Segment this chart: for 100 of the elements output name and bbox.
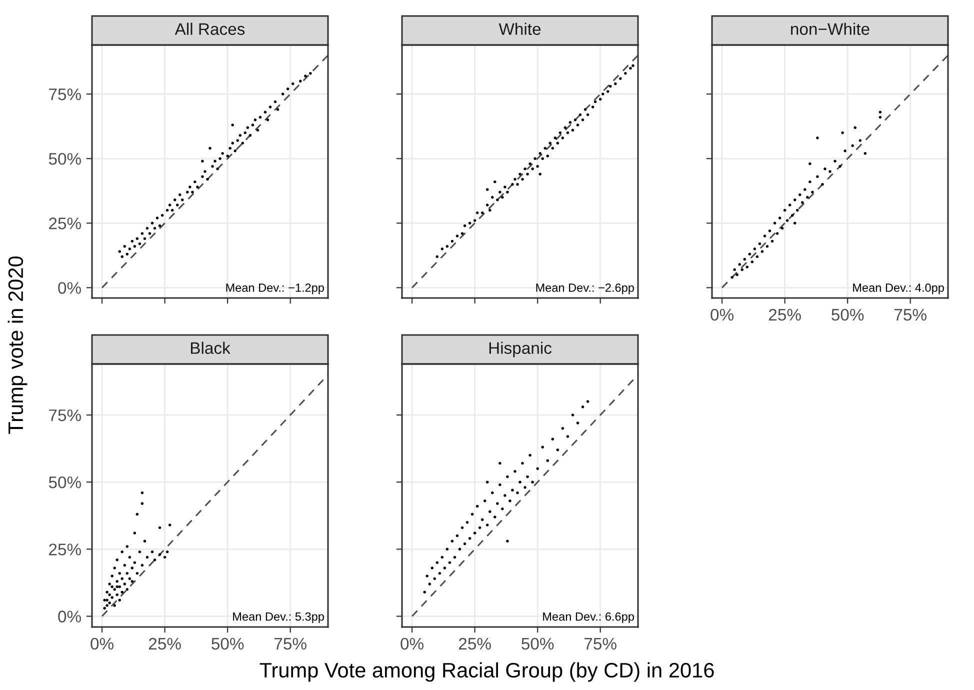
y-tick-label: 75% — [49, 88, 81, 100]
x-tick-label: 75% — [894, 308, 926, 321]
point — [566, 435, 570, 438]
point — [123, 564, 126, 567]
point — [116, 585, 118, 588]
x-tick-label: 0% — [710, 308, 734, 321]
point — [146, 556, 149, 559]
x-tick-label: 25% — [458, 638, 491, 650]
point — [140, 491, 144, 494]
point — [126, 545, 129, 548]
point — [423, 590, 426, 594]
point — [483, 499, 486, 502]
annotation: Mean Dev.: 5.3pp — [233, 612, 324, 624]
point — [436, 561, 439, 564]
point — [501, 508, 504, 510]
point — [113, 588, 116, 591]
point — [506, 475, 509, 478]
point — [116, 580, 118, 583]
point — [438, 572, 442, 575]
point — [440, 556, 444, 559]
point — [793, 198, 796, 202]
point — [118, 585, 122, 588]
x-tick-label: 0% — [90, 638, 114, 650]
point — [770, 240, 774, 243]
point — [776, 232, 779, 235]
point — [733, 268, 736, 271]
point — [486, 524, 489, 526]
point — [460, 526, 464, 530]
point — [536, 467, 539, 470]
point — [476, 504, 479, 508]
point — [816, 175, 819, 178]
point — [103, 598, 106, 602]
x-tick-label: 25% — [148, 638, 181, 650]
point — [128, 577, 132, 580]
point — [106, 598, 108, 602]
point — [110, 585, 114, 588]
point — [130, 566, 134, 570]
point — [806, 196, 809, 199]
point — [123, 582, 126, 586]
point — [110, 574, 114, 578]
point — [506, 540, 509, 543]
point — [854, 126, 856, 129]
chart-title: White — [498, 22, 541, 35]
point — [526, 475, 529, 478]
point — [800, 201, 804, 204]
point — [433, 577, 436, 580]
point — [571, 414, 574, 416]
point — [581, 406, 584, 408]
point — [106, 590, 108, 594]
point — [504, 494, 506, 497]
x-axis-title: Trump Vote among Racial Group (by CD) in 2016 — [260, 662, 714, 682]
point — [108, 582, 111, 586]
point — [793, 222, 796, 225]
point — [780, 226, 784, 230]
point — [128, 556, 132, 559]
point — [443, 566, 446, 570]
chart-title: Black — [190, 342, 230, 354]
point — [790, 214, 794, 217]
point — [516, 491, 519, 494]
point — [166, 550, 169, 554]
point — [783, 208, 786, 212]
point — [546, 459, 550, 462]
point — [136, 572, 139, 575]
point — [753, 248, 756, 250]
annotation: Mean Dev.: 6.6pp — [543, 612, 634, 624]
point — [508, 499, 512, 502]
point — [878, 116, 882, 119]
point — [158, 526, 162, 530]
point — [758, 242, 762, 246]
point — [498, 483, 502, 486]
point — [788, 204, 792, 206]
point — [521, 462, 524, 465]
point — [496, 502, 499, 505]
point — [490, 491, 494, 494]
point — [766, 244, 769, 248]
x-tick-label: 0% — [400, 638, 424, 650]
point — [486, 480, 489, 484]
y-axis-title: Trump vote in 2020 — [8, 256, 28, 434]
point — [150, 550, 154, 554]
point — [473, 532, 476, 534]
point — [450, 540, 454, 543]
point — [494, 516, 496, 518]
point — [518, 480, 522, 484]
point — [743, 258, 746, 261]
point — [120, 550, 124, 554]
x-tick-label: 50% — [832, 308, 864, 321]
point — [834, 160, 836, 163]
y-tick-label: 0% — [58, 610, 81, 622]
annotation: Mean Dev.: −2.6pp — [536, 284, 634, 294]
x-tick-label: 50% — [522, 638, 554, 650]
point — [736, 273, 738, 276]
point — [120, 577, 124, 580]
chart-title: All Races — [174, 22, 245, 35]
point — [851, 144, 854, 148]
annotation: Mean Dev.: −1.2pp — [226, 284, 324, 294]
point — [138, 550, 142, 554]
point — [524, 486, 526, 489]
point — [748, 252, 752, 256]
point — [118, 572, 122, 575]
point — [821, 183, 824, 186]
